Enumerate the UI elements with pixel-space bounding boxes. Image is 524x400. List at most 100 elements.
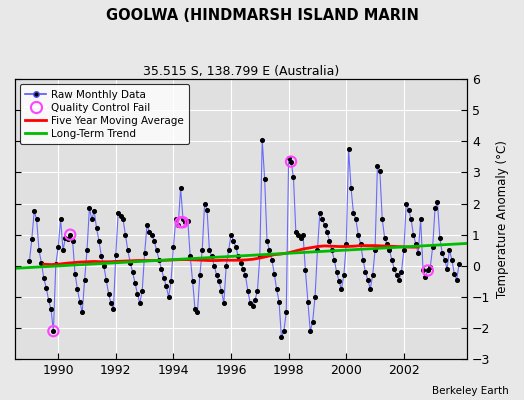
Point bbox=[220, 300, 228, 306]
Point bbox=[49, 328, 58, 334]
Point bbox=[280, 328, 288, 334]
Point bbox=[25, 258, 34, 264]
Point bbox=[174, 222, 182, 228]
Point bbox=[272, 286, 281, 292]
Point bbox=[260, 176, 269, 182]
Point bbox=[126, 260, 134, 266]
Point bbox=[419, 267, 427, 274]
Point bbox=[45, 297, 53, 303]
Point bbox=[179, 219, 187, 226]
Point bbox=[35, 247, 43, 254]
Point bbox=[215, 278, 223, 284]
Point bbox=[165, 294, 173, 300]
Point bbox=[112, 252, 120, 258]
Point bbox=[143, 222, 151, 228]
Point bbox=[294, 232, 302, 238]
Point bbox=[28, 236, 36, 242]
Point bbox=[78, 309, 86, 316]
Title: 35.515 S, 138.799 E (Australia): 35.515 S, 138.799 E (Australia) bbox=[143, 65, 339, 78]
Point bbox=[71, 270, 79, 277]
Point bbox=[148, 232, 156, 238]
Point bbox=[268, 256, 276, 263]
Point bbox=[183, 218, 192, 224]
Point bbox=[368, 272, 377, 278]
Point bbox=[433, 199, 442, 205]
Point bbox=[385, 247, 394, 254]
Point bbox=[191, 306, 199, 312]
Point bbox=[186, 253, 194, 260]
Point bbox=[292, 228, 300, 235]
Point bbox=[311, 294, 319, 300]
Point bbox=[217, 288, 226, 294]
Point bbox=[352, 216, 360, 222]
Point bbox=[441, 256, 449, 263]
Point bbox=[397, 269, 406, 275]
Point bbox=[119, 216, 127, 222]
Point bbox=[244, 288, 252, 294]
Point bbox=[378, 216, 386, 222]
Point bbox=[59, 247, 67, 254]
Point bbox=[32, 216, 41, 222]
Point bbox=[121, 232, 129, 238]
Point bbox=[335, 278, 343, 284]
Point bbox=[301, 267, 310, 274]
Point bbox=[344, 146, 353, 152]
Point bbox=[321, 222, 329, 228]
Point bbox=[203, 207, 211, 213]
Point bbox=[287, 158, 295, 165]
Point bbox=[210, 263, 219, 269]
Point bbox=[69, 238, 77, 244]
Point bbox=[395, 277, 403, 283]
Point bbox=[376, 168, 384, 174]
Point bbox=[95, 238, 103, 244]
Point bbox=[66, 232, 74, 238]
Point bbox=[354, 232, 363, 238]
Point bbox=[198, 247, 206, 254]
Point bbox=[426, 264, 434, 270]
Point bbox=[42, 284, 50, 291]
Point bbox=[443, 266, 451, 272]
Point bbox=[337, 286, 346, 292]
Point bbox=[447, 256, 456, 263]
Point bbox=[306, 328, 314, 334]
Point bbox=[116, 213, 125, 219]
Point bbox=[169, 244, 178, 250]
Point bbox=[340, 272, 348, 278]
Point bbox=[356, 241, 365, 247]
Point bbox=[248, 303, 257, 310]
Point bbox=[227, 232, 235, 238]
Point bbox=[315, 210, 324, 216]
Point bbox=[435, 235, 444, 241]
Legend: Raw Monthly Data, Quality Control Fail, Five Year Moving Average, Long-Term Tren: Raw Monthly Data, Quality Control Fail, … bbox=[20, 84, 189, 144]
Point bbox=[299, 232, 307, 238]
Point bbox=[155, 256, 163, 263]
Point bbox=[402, 200, 410, 207]
Point bbox=[407, 216, 415, 222]
Point bbox=[405, 207, 413, 213]
Point bbox=[104, 291, 113, 297]
Point bbox=[136, 300, 144, 306]
Point bbox=[40, 275, 48, 282]
Point bbox=[224, 247, 233, 254]
Point bbox=[75, 298, 84, 305]
Point bbox=[88, 216, 96, 222]
Point bbox=[138, 288, 146, 294]
Point bbox=[167, 278, 175, 284]
Point bbox=[421, 274, 430, 280]
Point bbox=[253, 288, 261, 294]
Point bbox=[325, 238, 334, 244]
Point bbox=[414, 250, 422, 256]
Point bbox=[455, 261, 463, 268]
Point bbox=[417, 216, 425, 222]
Point bbox=[313, 247, 322, 254]
Point bbox=[371, 247, 379, 254]
Point bbox=[452, 277, 461, 283]
Point bbox=[195, 272, 204, 278]
Point bbox=[239, 266, 247, 272]
Point bbox=[47, 306, 55, 312]
Point bbox=[318, 216, 326, 222]
Point bbox=[140, 250, 149, 256]
Y-axis label: Temperature Anomaly (°C): Temperature Anomaly (°C) bbox=[496, 140, 509, 298]
Point bbox=[241, 272, 249, 278]
Point bbox=[150, 238, 158, 244]
